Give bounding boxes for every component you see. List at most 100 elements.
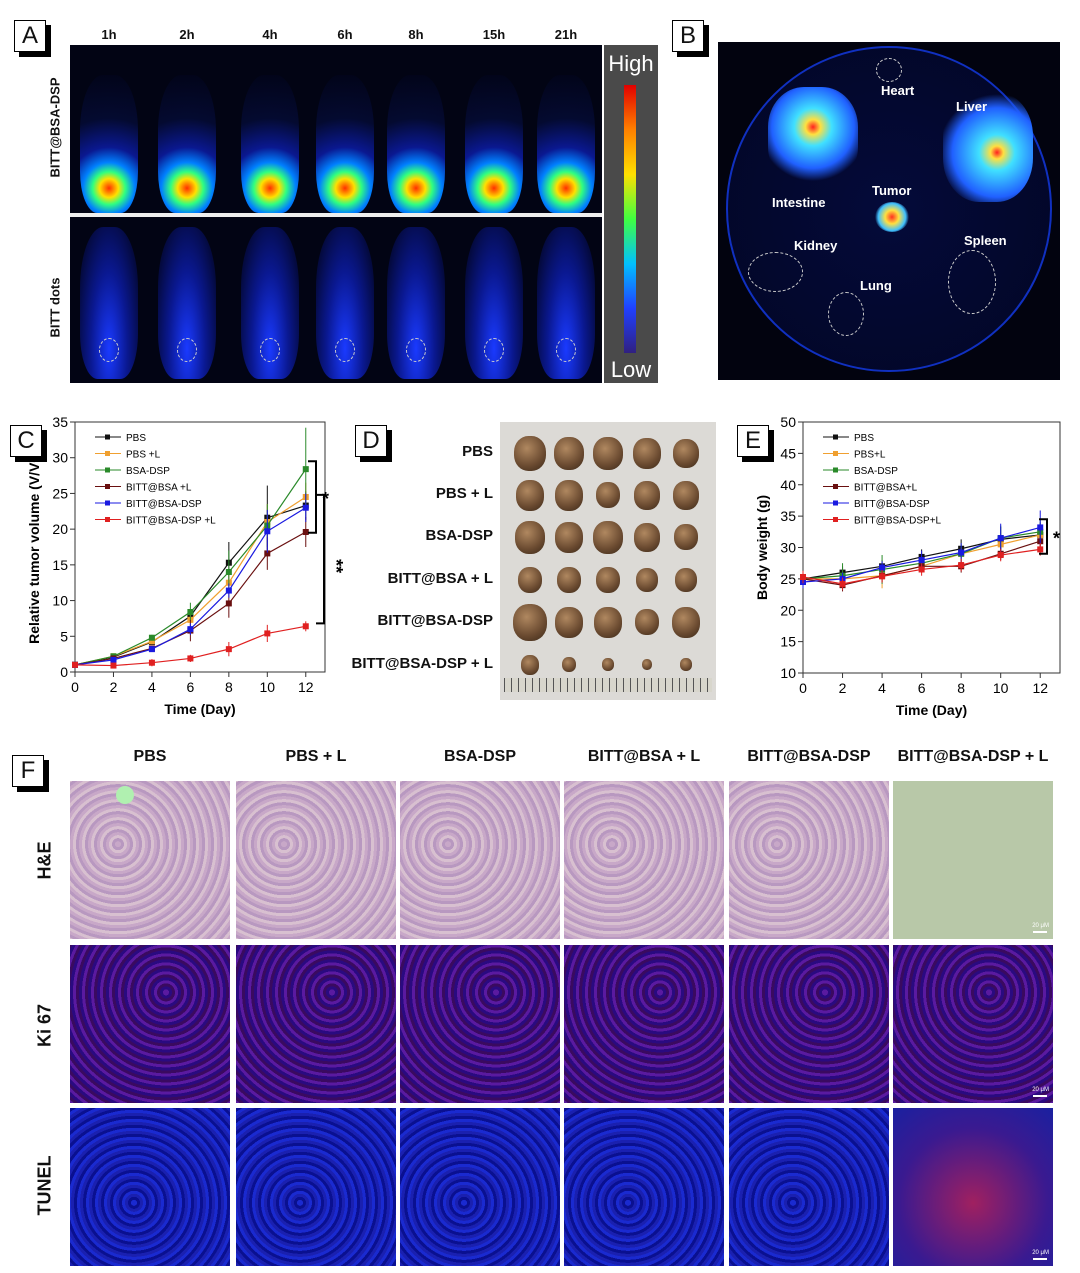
excised-tumor (596, 567, 620, 594)
organ-label-heart: Heart (881, 83, 915, 98)
fluorescence-imaging (70, 45, 602, 383)
scale-bar (1033, 1095, 1047, 1097)
data-point (148, 659, 155, 666)
tumor-outline (177, 338, 197, 362)
data-point (839, 580, 846, 587)
excised-tumor (642, 659, 652, 670)
bubble (116, 786, 134, 804)
histology-image (564, 1108, 724, 1266)
significance-bracket (1039, 518, 1048, 555)
histology-image (70, 1108, 230, 1266)
scale-bar (1033, 931, 1047, 933)
y-tick-label: 35 (780, 508, 796, 524)
mouse-image-top (537, 75, 595, 213)
y-tick-label: 15 (52, 557, 68, 573)
y-tick-label: 0 (60, 664, 68, 680)
panel-label-a: A (14, 20, 46, 52)
data-point (879, 564, 886, 571)
y-tick-label: 10 (780, 665, 796, 681)
colorbar-low-label: Low (610, 357, 652, 382)
y-tick-label: 15 (780, 634, 796, 650)
y-axis-label: Body weight (g) (754, 495, 770, 600)
scale-bar-label: 20 μM (1032, 1087, 1049, 1093)
data-point (264, 630, 271, 637)
excised-tumor (634, 481, 660, 510)
y-tick-label: 45 (780, 445, 796, 461)
data-point (800, 573, 806, 580)
colorbar-gradient (624, 85, 636, 353)
legend-label: BITT@BSA-DSP +L (126, 516, 216, 527)
column-header: BITT@BSA + L (587, 748, 701, 765)
panel-label-e: E (737, 425, 769, 457)
scale-bar (1033, 1258, 1047, 1260)
excised-tumor (602, 658, 614, 672)
histology-image (400, 1108, 560, 1266)
excised-tumor (557, 567, 581, 594)
legend-marker (833, 467, 838, 473)
panel-label-b: B (672, 20, 704, 52)
data-point (110, 662, 117, 669)
legend-label: BITT@BSA-DSP+L (854, 516, 942, 527)
histology-image (70, 781, 230, 939)
legend-label: PBS +L (126, 450, 161, 461)
data-point (264, 528, 271, 535)
excised-tumor (515, 521, 545, 554)
x-tick-label: 12 (1032, 680, 1048, 696)
x-tick-label: 6 (186, 679, 194, 695)
legend-label: BSA-DSP (126, 466, 170, 477)
column-header: PBS (133, 748, 167, 765)
x-tick-label: 0 (71, 679, 79, 695)
tumor-outline (335, 338, 355, 362)
legend-marker (105, 500, 110, 506)
x-tick-label: 10 (260, 679, 276, 695)
histology-image (564, 945, 724, 1103)
x-tick-label: 8 (957, 680, 965, 696)
legend-marker (105, 517, 110, 522)
excised-tumor (673, 439, 699, 468)
significance-marker: * (322, 489, 329, 509)
x-tick-label: 10 (993, 680, 1009, 696)
panel-label-d: D (355, 425, 387, 457)
time-label: 21h (554, 27, 578, 42)
chart-body-weight: 0 2 4 6 8 10 12 10 15 20 25 30 35 40 45 50 Time (Day) Bod… (754, 414, 1061, 718)
time-label: 1h (101, 27, 117, 42)
x-tick-label: 12 (298, 679, 314, 695)
x-tick-label: 8 (225, 679, 233, 695)
excised-tumor (554, 437, 584, 470)
significance-marker: * (1053, 529, 1060, 549)
column-header: BSA-DSP (443, 748, 517, 765)
ruler (504, 678, 712, 692)
excised-tumor (633, 438, 661, 469)
excised-tumor (516, 480, 544, 511)
x-tick-label: 4 (878, 680, 886, 696)
histology-image: 20 μM (893, 945, 1053, 1103)
excised-tumor (636, 568, 658, 593)
excised-tumor (680, 658, 692, 672)
legend-marker (105, 451, 110, 456)
organ-label-tumor: Tumor (872, 183, 912, 198)
histology-image (236, 945, 396, 1103)
histology-image (729, 945, 889, 1103)
mouse-image-top (158, 75, 216, 213)
histology-image: 20 μM (893, 781, 1053, 939)
y-tick-label: 25 (52, 485, 68, 501)
data-point (148, 646, 155, 653)
tumor-outline (406, 338, 426, 362)
legend-label: BITT@BSA-DSP (126, 499, 202, 510)
histology-image (236, 781, 396, 939)
y-tick-label: 50 (780, 414, 796, 430)
mouse-image-top (465, 75, 523, 213)
legend-label: BITT@BSA+L (854, 483, 918, 494)
mouse-image-top (241, 75, 299, 213)
y-tick-label: 30 (780, 540, 796, 556)
row-header: TUNEL (34, 1155, 55, 1216)
data-point (958, 562, 965, 569)
excised-tumor (593, 521, 623, 554)
data-point (72, 661, 78, 668)
colorbar-high-label: High (608, 51, 654, 76)
excised-tumor (634, 523, 660, 552)
excised-tumor (672, 607, 700, 638)
tumor-outline (484, 338, 504, 362)
time-label: 15h (482, 27, 506, 42)
y-tick-label: 20 (52, 521, 68, 537)
